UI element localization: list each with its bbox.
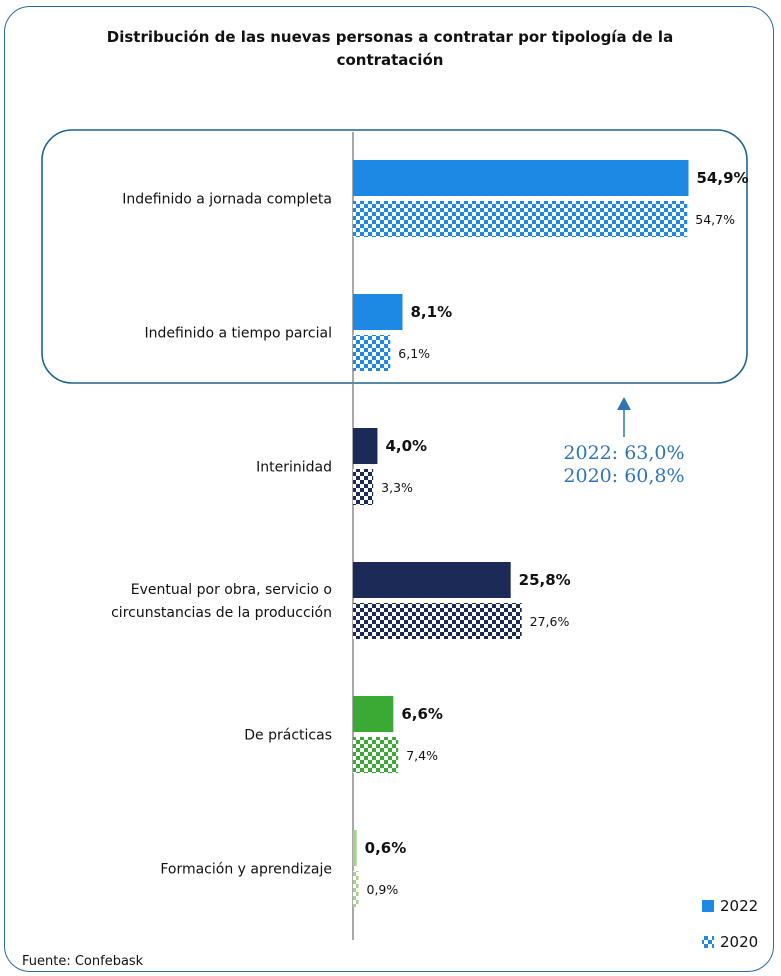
bar-2022	[353, 294, 403, 330]
category-label: Indefinido a tiempo parcial	[144, 326, 332, 342]
data-label-2022: 8,1%	[411, 303, 453, 321]
data-label-2020: 3,3%	[381, 480, 413, 495]
bar-2020	[353, 469, 374, 505]
category-label: Formación y aprendizaje	[160, 862, 332, 878]
data-label-2020: 54,7%	[695, 212, 735, 227]
bar-2020	[353, 201, 688, 237]
legend-label-2020: 2020	[720, 933, 758, 951]
arrow-head-icon	[617, 397, 631, 410]
category-label: Interinidad	[256, 460, 332, 476]
bar-2022	[353, 562, 511, 598]
bar-2022	[353, 428, 378, 464]
data-label-2022: 0,6%	[365, 839, 407, 857]
category-label: Eventual por obra, servicio o	[131, 582, 332, 598]
bar-2020	[353, 335, 391, 371]
category-label: De prácticas	[244, 728, 332, 744]
data-label-2022: 6,6%	[401, 705, 443, 723]
data-label-2022: 54,9%	[697, 169, 749, 187]
bar-2022	[353, 830, 357, 866]
highlight-box	[41, 129, 748, 384]
highlight-annotation: 2020: 60,8%	[563, 465, 684, 487]
category-label: Indefinido a jornada completa	[122, 192, 332, 208]
data-label-2020: 7,4%	[406, 748, 438, 763]
data-label-2020: 6,1%	[398, 346, 430, 361]
legend-swatch-2020	[702, 936, 714, 948]
bar-2022	[353, 160, 689, 196]
legend-swatch-2022	[702, 900, 714, 912]
data-label-2022: 4,0%	[385, 437, 427, 455]
highlight-annotation: 2022: 63,0%	[563, 442, 684, 464]
legend-label-2022: 2022	[720, 897, 758, 915]
data-label-2020: 0,9%	[367, 882, 399, 897]
bar-2020	[353, 737, 399, 773]
bar-2020	[353, 603, 522, 639]
category-label: circunstancias de la producción	[111, 605, 332, 621]
bar-2022	[353, 696, 394, 732]
bar-2020	[353, 871, 359, 907]
data-label-2022: 25,8%	[519, 571, 571, 589]
chart-frame	[4, 6, 774, 972]
data-label-2020: 27,6%	[530, 614, 570, 629]
source-note: Fuente: Confebask	[22, 954, 144, 969]
chart-title: Distribución de las nuevas personas a co…	[106, 28, 674, 69]
